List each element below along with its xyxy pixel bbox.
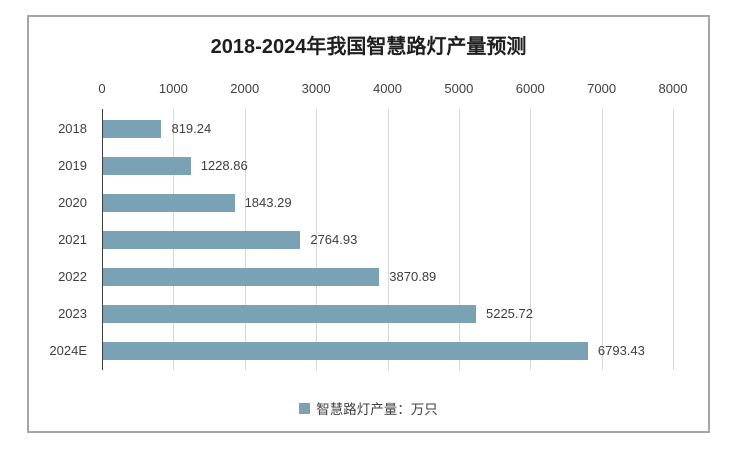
legend: 智慧路灯产量：万只 — [29, 398, 708, 418]
chart-container: 2018-2024年我国智慧路灯产量预测 0 1000 2000 3000 4000 50… — [27, 15, 710, 433]
legend-label: 智慧路灯产量：万只 — [316, 402, 438, 417]
x-tick-label: 5000 — [444, 81, 474, 96]
value-label: 1843.29 — [244, 195, 292, 210]
gridline — [458, 109, 460, 370]
category-label: 2022 — [58, 269, 87, 284]
category-label: 2020 — [58, 195, 87, 210]
value-axis-line — [102, 109, 103, 370]
x-tick-label: 7000 — [587, 81, 617, 96]
value-label: 3870.89 — [389, 269, 437, 284]
x-tick-label: 1000 — [158, 81, 188, 96]
category-label: 2024E — [49, 343, 87, 358]
value-label: 819.24 — [171, 121, 212, 136]
chart-title: 2018-2024年我国智慧路灯产量预测 — [210, 36, 527, 58]
x-tick-label: 2000 — [230, 81, 260, 96]
bar — [103, 342, 588, 360]
bar — [103, 120, 162, 138]
bar — [103, 268, 380, 286]
category-label: 2018 — [58, 121, 87, 136]
bar — [103, 305, 476, 323]
category-label: 2019 — [58, 158, 87, 173]
x-tick-label: 4000 — [373, 81, 402, 96]
legend-swatch — [299, 402, 311, 414]
gridline — [673, 109, 674, 370]
category-label: 2021 — [58, 232, 87, 247]
value-label: 1228.86 — [200, 158, 248, 173]
gridline — [387, 109, 389, 370]
bar — [103, 231, 301, 249]
gridline — [530, 109, 532, 370]
value-label: 5225.72 — [485, 306, 533, 321]
gridline — [601, 109, 603, 370]
gridline — [316, 109, 318, 370]
bar — [103, 194, 235, 212]
x-tick-label: 8000 — [658, 81, 688, 96]
bar — [103, 157, 191, 175]
x-tick-label: 0 — [98, 81, 106, 96]
x-tick-label: 3000 — [301, 81, 331, 96]
value-label: 6793.43 — [597, 343, 645, 358]
category-label: 2023 — [58, 306, 87, 321]
value-label: 2764.93 — [310, 232, 358, 247]
x-tick-label: 6000 — [515, 81, 545, 96]
plot-area: 0 1000 2000 3000 4000 5000 6000 7000 8000 2018 81… — [49, 81, 687, 370]
